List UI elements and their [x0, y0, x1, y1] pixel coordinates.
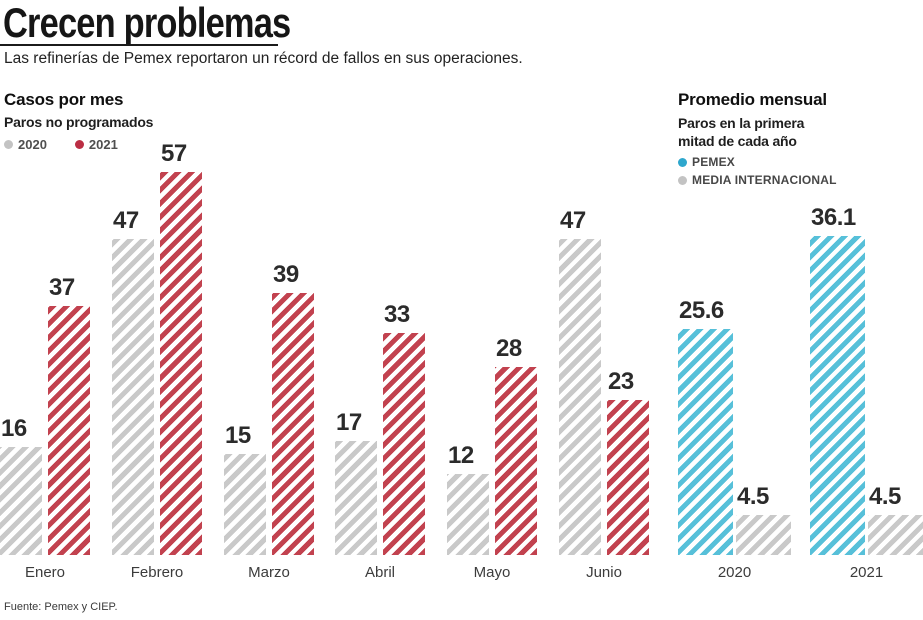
legend-label-pemex: PEMEX — [692, 155, 736, 170]
right-bar-2021-PEMEX — [810, 236, 865, 555]
left-bar-Enero-2021 — [48, 306, 90, 555]
legend-item-2021: 2021 — [74, 137, 118, 152]
right-bar-2020-PEMEX — [678, 329, 733, 555]
left-bar-Mayo-2021 — [495, 367, 537, 555]
right-value-label-2020-MEDIA INTERNACIONAL: 4.5 — [737, 483, 769, 510]
monthly-average-bar-chart: 25.6 4.5 2020 36.1 4.5 2021 — [672, 160, 923, 581]
left-value-label-Mayo-2021: 28 — [496, 335, 522, 362]
left-value-label-Febrero-2020: 47 — [113, 207, 139, 234]
left-category-label-Enero: Enero — [24, 564, 66, 581]
monthly-cases-bar-chart: 16 37 Enero 47 57 Febrero 15 39 Marzo 17 33 Abril 12… — [0, 142, 652, 581]
right-chart-subtitle: Paros en la primera mitad de cada año — [678, 115, 805, 150]
right-bar-2020-MEDIA INTERNACIONAL — [736, 515, 791, 555]
right-bar-2021-MEDIA INTERNACIONAL — [868, 515, 923, 555]
legend-item-media-internacional: MEDIA INTERNACIONAL — [678, 173, 858, 187]
right-value-label-2021-MEDIA INTERNACIONAL: 4.5 — [869, 483, 901, 510]
left-bar-Mayo-2020 — [447, 474, 489, 555]
left-bar-Marzo-2021 — [272, 293, 314, 555]
left-category-label-Abril: Abril — [364, 564, 395, 581]
left-category-label-Marzo: Marzo — [248, 564, 290, 581]
left-category-label-Mayo: Mayo — [473, 564, 511, 581]
left-chart-legend: 2020 2021 — [4, 137, 153, 152]
left-bar-Enero-2020 — [0, 447, 42, 555]
left-value-label-Abril-2020: 17 — [336, 409, 362, 436]
left-bar-Abril-2020 — [335, 441, 377, 555]
legend-dot-gray2-icon — [678, 175, 687, 185]
legend-label-2021: 2021 — [88, 137, 118, 152]
left-bar-Junio-2021 — [607, 400, 649, 555]
legend-dot-red-icon — [74, 140, 84, 149]
left-value-label-Marzo-2021: 39 — [273, 261, 299, 288]
right-chart-header: Promedio mensual Paros en la primera mit… — [678, 90, 858, 187]
source-note: Fuente: Pemex y CIEP. — [4, 601, 118, 613]
left-value-label-Abril-2021: 33 — [384, 301, 410, 328]
left-category-label-Junio: Junio — [586, 564, 622, 581]
left-bar-Abril-2021 — [383, 333, 425, 555]
left-chart-subtitle: Paros no programados — [4, 114, 154, 130]
legend-item-pemex: PEMEX — [678, 155, 858, 169]
left-value-label-Enero-2020: 16 — [1, 415, 27, 442]
left-bar-Febrero-2020 — [112, 239, 154, 555]
left-value-label-Junio-2021: 23 — [608, 368, 634, 395]
left-bar-Febrero-2021 — [160, 172, 202, 555]
page-subtitle: Las refinerías de Pemex reportaron un ré… — [4, 50, 523, 67]
left-bar-Junio-2020 — [559, 239, 601, 555]
legend-label-2020: 2020 — [18, 137, 47, 152]
right-chart-legend: PEMEX MEDIA INTERNACIONAL — [678, 155, 858, 187]
left-value-label-Enero-2021: 37 — [49, 274, 75, 301]
right-value-label-2020-PEMEX: 25.6 — [679, 297, 724, 324]
left-chart-header: Casos por mes Paros no programados 2020 … — [4, 90, 153, 152]
right-chart-title: Promedio mensual — [678, 90, 827, 109]
page-title: Crecen problemas — [3, 0, 291, 46]
legend-item-2020: 2020 — [4, 137, 47, 152]
legend-label-media-internacional: MEDIA INTERNACIONAL — [692, 173, 837, 188]
legend-dot-gray-icon — [4, 140, 13, 149]
left-category-label-Febrero: Febrero — [130, 564, 184, 581]
left-value-label-Mayo-2020: 12 — [448, 442, 474, 469]
legend-dot-blue-icon — [678, 157, 687, 167]
right-category-label-2021: 2021 — [849, 564, 884, 581]
right-category-label-2020: 2020 — [717, 564, 752, 581]
left-bar-Marzo-2020 — [224, 454, 266, 555]
left-value-label-Marzo-2020: 15 — [225, 422, 251, 449]
left-value-label-Junio-2020: 47 — [560, 207, 586, 234]
left-chart-title: Casos por mes — [4, 90, 124, 109]
right-value-label-2021-PEMEX: 36.1 — [811, 204, 856, 231]
left-value-label-Febrero-2021: 57 — [161, 140, 187, 167]
title-underline-rule — [0, 44, 278, 46]
